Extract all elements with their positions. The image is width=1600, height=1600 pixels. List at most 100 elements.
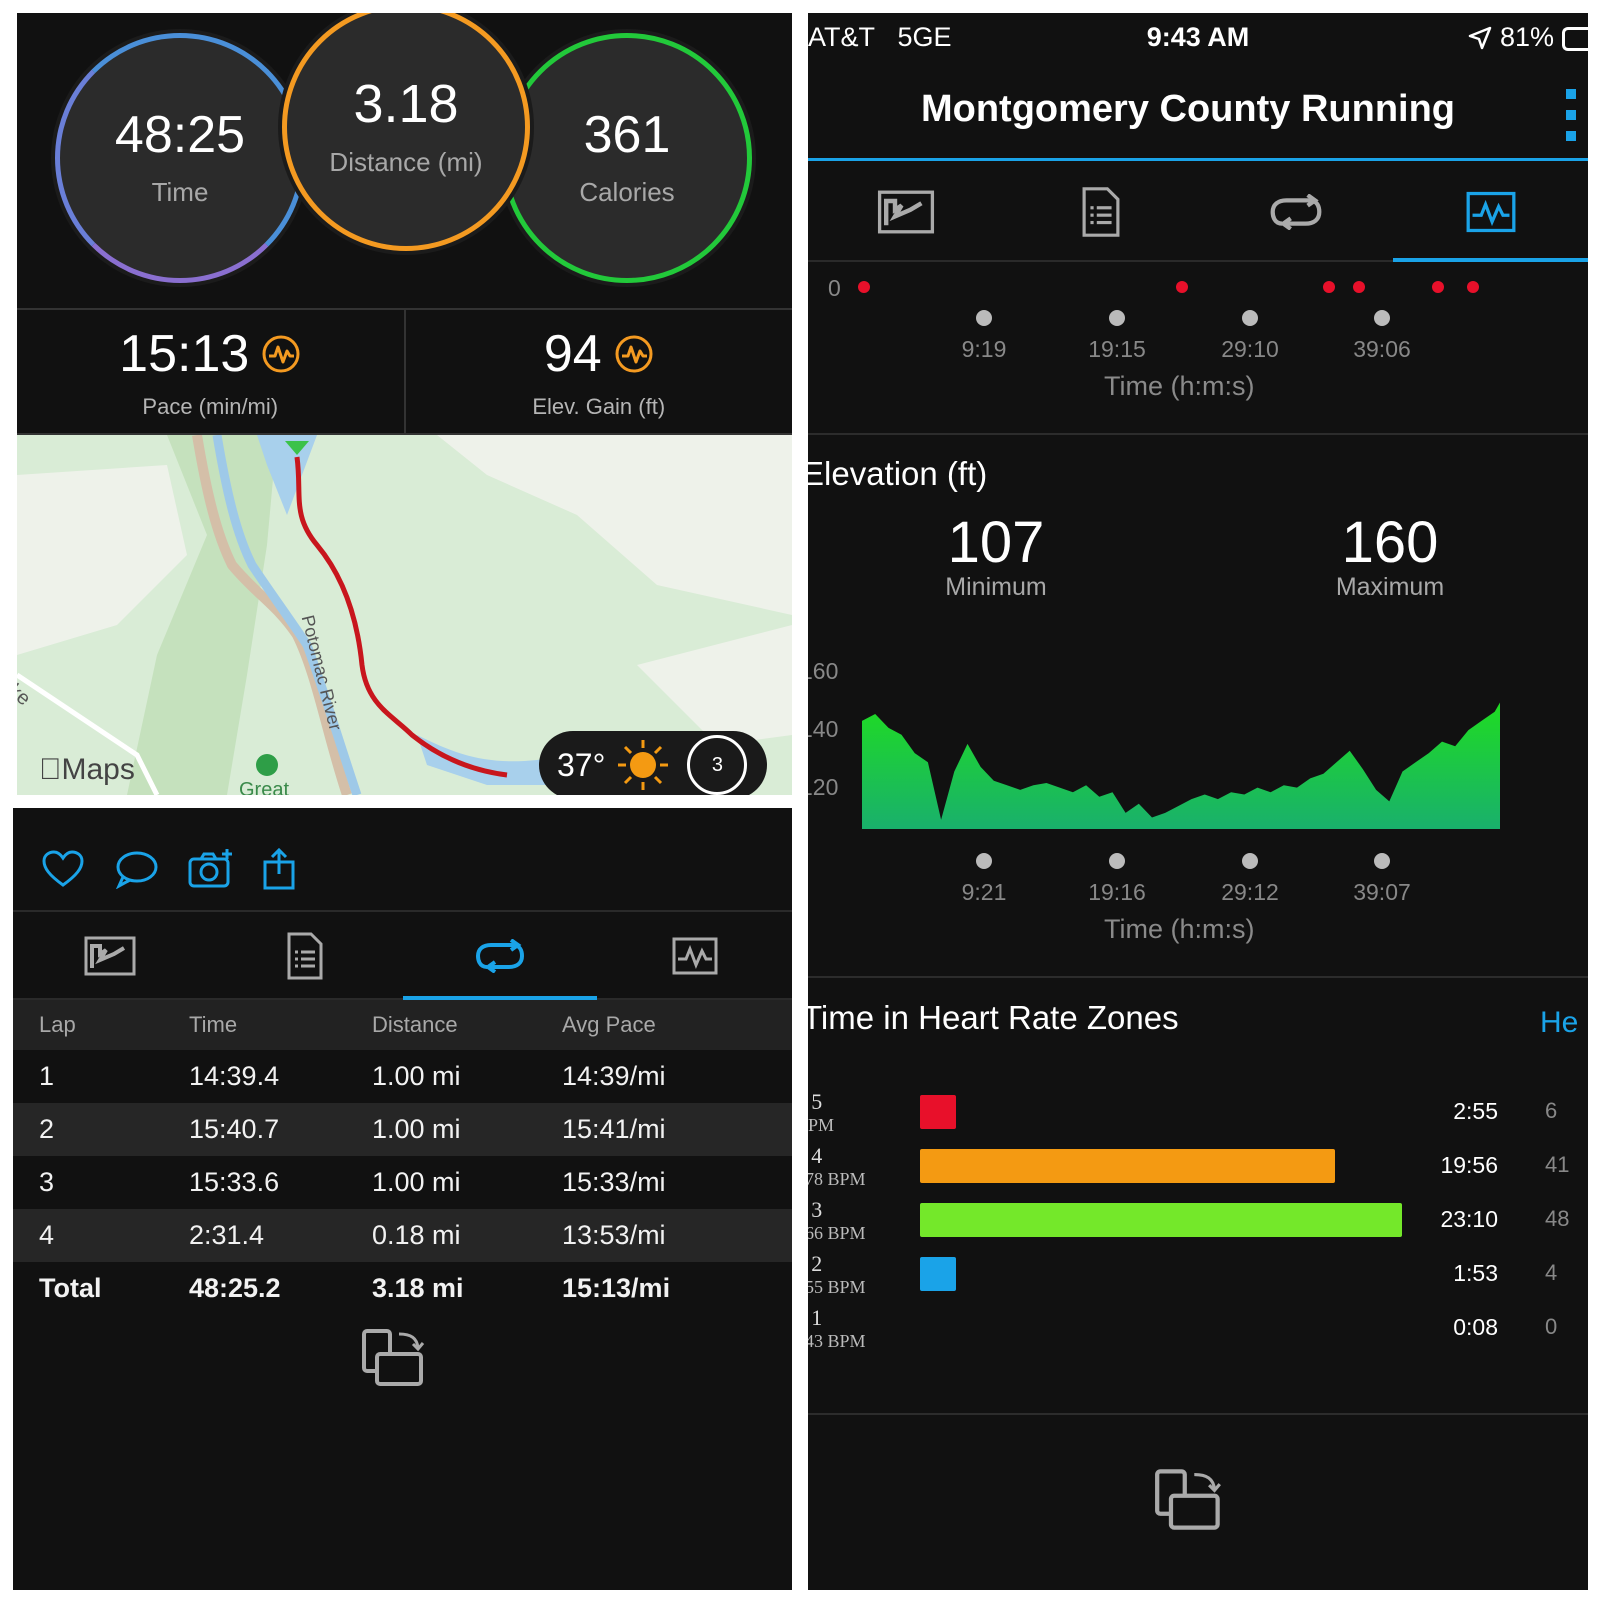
carrier: AT&T 5GE [808, 22, 952, 52]
weather-badge[interactable]: 37° 3 [539, 731, 767, 795]
details-document-icon [287, 932, 323, 980]
pace-stat[interactable]: 15:13 Pace (min/mi) [17, 310, 404, 433]
copy-to-device-icon[interactable] [1154, 1468, 1224, 1532]
copy-to-device-icon[interactable] [361, 1328, 427, 1388]
lap-distance: 1.00 mi [372, 1061, 461, 1091]
like-heart-icon[interactable] [41, 849, 85, 889]
zone-bpm: 178 BPM [808, 1169, 866, 1189]
elev-x-axis-title: Time (h:m:s) [1104, 914, 1255, 944]
lap-row[interactable]: 4 2:31.4 0.18 mi 13:53/mi [13, 1209, 792, 1262]
elevation-min-value: 107 [947, 510, 1045, 575]
social-actions-bar [13, 828, 792, 912]
elev-gain-value: 94 [543, 324, 602, 383]
tab-details[interactable] [208, 914, 403, 998]
elev-gain-label: Elev. Gain (ft) [532, 393, 666, 419]
pace-label: Pace (min/mi) [142, 393, 279, 419]
tab-overview[interactable] [808, 163, 1003, 260]
elev-info-icon[interactable] [614, 334, 654, 374]
laps-table-header: Lap Time Distance Avg Pace [13, 1000, 792, 1050]
battery-icon [1562, 27, 1588, 51]
tab-overview[interactable] [13, 914, 208, 998]
lap-number: 2 [39, 1114, 55, 1144]
network-type: 5GE [897, 22, 952, 52]
tab-stats[interactable] [597, 914, 792, 998]
hr-point [1467, 281, 1479, 293]
elevation-gain-stat[interactable]: 94 Elev. Gain (ft) [403, 310, 793, 433]
lap-row[interactable]: 2 15:40.7 1.00 mi 15:41/mi [13, 1103, 792, 1156]
activity-title: Montgomery County Running [920, 88, 1456, 130]
distance-label: Distance (mi) [329, 146, 483, 177]
elev-y-tick: 120 [808, 774, 839, 800]
zone-bar [920, 1095, 956, 1129]
status-right: 81% [1468, 22, 1554, 53]
battery-percent: 81% [1499, 22, 1554, 52]
col-lap: Lap [39, 1012, 76, 1037]
lap-pace: 13:53/mi [562, 1220, 666, 1250]
sun-icon [618, 740, 669, 790]
zone-percent: 41 [1545, 1152, 1570, 1177]
pace-info-icon[interactable] [261, 334, 301, 374]
elev-x-marker [1109, 853, 1125, 869]
zone-percent: 6 [1545, 1098, 1558, 1123]
zone-label: e 4178 BPM [808, 1143, 866, 1190]
tab-laps[interactable] [402, 914, 598, 1000]
lap-number: 3 [39, 1167, 55, 1197]
tab-laps[interactable] [1198, 163, 1393, 260]
elev-x-marker [1374, 853, 1390, 869]
elev-x-marker [1242, 853, 1258, 869]
zone-name: e 3 [808, 1197, 823, 1222]
zone-label: e 3166 BPM [808, 1197, 866, 1244]
zone-bpm: 166 BPM [808, 1223, 866, 1243]
elev-x-tick: 29:12 [1221, 879, 1279, 905]
lap-distance: 0.18 mi [372, 1220, 461, 1250]
total-distance: 3.18 mi [372, 1273, 464, 1303]
add-photo-camera-icon[interactable] [187, 849, 233, 889]
distance-ring: 3.18 Distance (mi) [282, 13, 530, 251]
hr-zones-link[interactable]: He [1540, 1006, 1579, 1039]
tab-details[interactable] [1003, 163, 1198, 260]
divider [808, 976, 1588, 978]
lap-row[interactable]: 3 15:33.6 1.00 mi 15:33/mi [13, 1156, 792, 1209]
zone-name: e 5 [808, 1089, 823, 1114]
divider [808, 433, 1588, 435]
overview-icon [877, 190, 934, 233]
lap-pace: 15:41/mi [562, 1114, 666, 1144]
maps-logo: Maps [39, 753, 135, 786]
status-clock: 9:43 AM [1146, 22, 1250, 52]
elevation-min-label: Minimum [945, 573, 1047, 601]
laps-table: Lap Time Distance Avg Pace 1 14:39.4 1.0… [13, 1000, 792, 1315]
hr-point [1323, 281, 1335, 293]
zone-bpm: BPM [808, 1115, 835, 1135]
zone-bpm: 143 BPM [808, 1331, 866, 1351]
share-icon[interactable] [261, 848, 297, 890]
lap-number: 4 [39, 1220, 55, 1250]
hr-x-marker [1242, 310, 1258, 326]
laps-total-row: Total 48:25.2 3.18 mi 15:13/mi [13, 1262, 792, 1315]
zone-bar [920, 1203, 1402, 1237]
more-options-icon[interactable] [1566, 89, 1576, 141]
route-map[interactable]: Potomac River ike Great Maps 37° 3 [17, 434, 792, 795]
hr-point [858, 281, 870, 293]
lap-row[interactable]: 1 14:39.4 1.00 mi 14:39/mi [13, 1050, 792, 1103]
elevation-chart[interactable] [838, 633, 1538, 873]
tab-stats[interactable] [1393, 163, 1588, 262]
hr-x-marker [1374, 310, 1390, 326]
lap-time: 15:40.7 [189, 1114, 280, 1144]
comment-bubble-icon[interactable] [113, 849, 159, 889]
calories-label: Calories [579, 176, 675, 207]
divider [808, 1413, 1588, 1415]
zone-time: 0:08 [1453, 1314, 1498, 1340]
stats-panel: AT&T 5GE 9:43 AM 81% Montgomery County R… [808, 13, 1588, 1590]
status-bar: AT&T 5GE 9:43 AM 81% [808, 13, 1588, 61]
hr-x-tick: 39:06 [1353, 336, 1411, 362]
time-value: 48:25 [114, 105, 246, 164]
elev-x-tick: 19:16 [1088, 879, 1146, 905]
hr-x-tick: 29:10 [1221, 336, 1279, 362]
zone-name: e 4 [808, 1143, 823, 1168]
elevation-title: Elevation (ft) [808, 455, 988, 492]
lap-time: 14:39.4 [189, 1061, 280, 1091]
elevation-area [862, 702, 1500, 829]
elevation-max-value: 160 [1341, 510, 1439, 575]
zone-time: 1:53 [1453, 1260, 1498, 1286]
